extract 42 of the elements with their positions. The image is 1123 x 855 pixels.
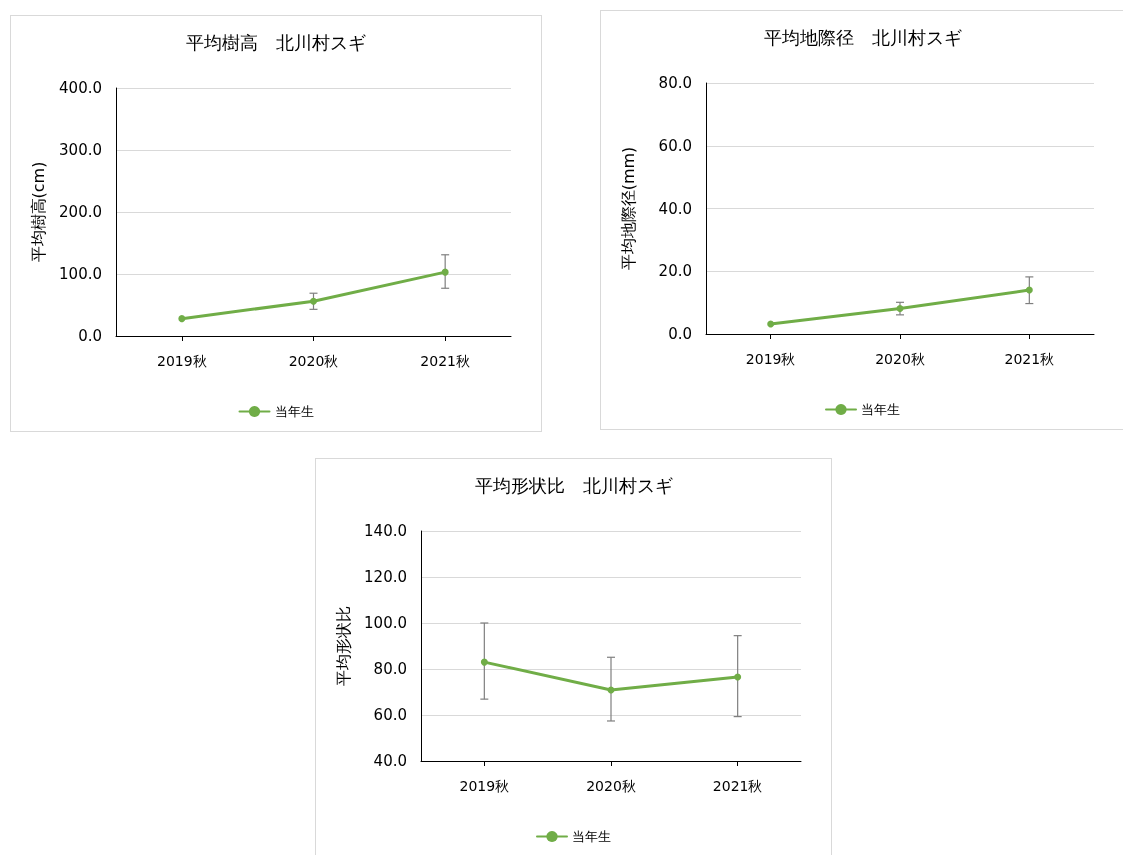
point	[178, 315, 186, 323]
y-tick-label: 40.0	[373, 752, 407, 770]
point	[441, 268, 449, 276]
legend-label: 当年生	[861, 402, 900, 417]
legend-label: 当年生	[572, 829, 611, 844]
x-tick-label: 2019秋	[157, 353, 207, 369]
y-tick-label: 0.0	[668, 325, 692, 343]
y-axis-title: 平均樹高(cm)	[28, 161, 48, 263]
chart-title: 平均樹高 北川村スギ	[186, 31, 366, 53]
y-tick-label: 100.0	[59, 265, 102, 283]
y-tick-label: 140.0	[364, 522, 407, 540]
x-tick-label: 2019秋	[745, 351, 796, 367]
y-tick-label: 200.0	[59, 203, 102, 221]
y-tick-label: 100.0	[364, 614, 407, 632]
y-tick-label: 400.0	[59, 79, 102, 97]
point	[480, 658, 488, 666]
y-tick-label: 80.0	[373, 660, 407, 678]
chart-title: 平均地際径 北川村スギ	[763, 26, 962, 48]
y-tick-label: 120.0	[364, 568, 407, 586]
chart-title: 平均形状比 北川村スギ	[474, 474, 673, 496]
x-tick-label: 2021秋	[420, 353, 470, 369]
y-tick-label: 40.0	[658, 199, 692, 218]
y-axis-title: 平均地際径(mm)	[618, 146, 638, 271]
y-tick-label: 0.0	[78, 327, 102, 345]
point	[310, 297, 317, 305]
y-tick-label: 80.0	[658, 74, 692, 92]
x-tick-label: 2021秋	[712, 778, 763, 794]
y-tick-label: 60.0	[373, 706, 407, 724]
y-axis-title: 平均形状比	[333, 606, 353, 686]
y-tick-label: 60.0	[658, 136, 692, 155]
point	[1025, 286, 1033, 294]
x-tick-label: 2021秋	[1004, 351, 1055, 367]
x-tick-label: 2020秋	[586, 778, 636, 794]
point	[734, 673, 742, 681]
y-tick-label: 20.0	[658, 262, 692, 281]
point	[896, 305, 904, 313]
x-tick-label: 2020秋	[288, 353, 339, 369]
y-tick-label: 300.0	[59, 141, 102, 159]
x-tick-label: 2019秋	[459, 778, 510, 794]
x-tick-label: 2020秋	[875, 351, 925, 367]
legend-label: 当年生	[274, 404, 314, 419]
point	[767, 320, 775, 328]
